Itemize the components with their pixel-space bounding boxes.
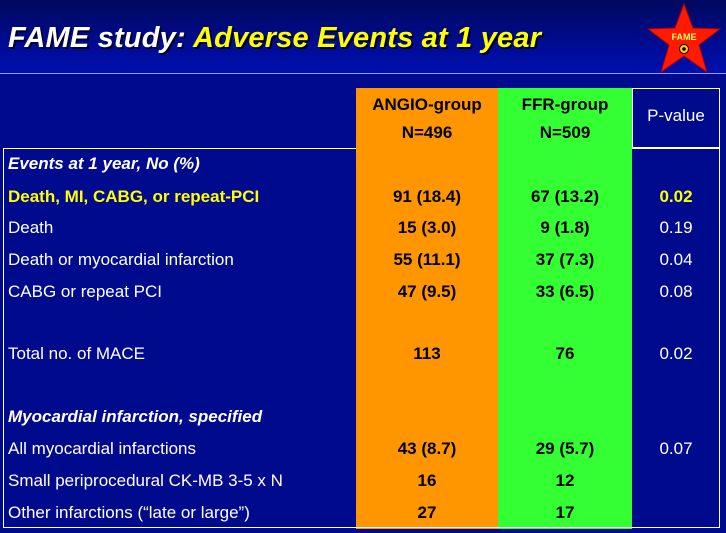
row-label: Events at 1 year, No (%): [8, 154, 200, 173]
p-value: 0.02: [659, 187, 693, 206]
row-label: CABG or repeat PCI: [8, 282, 163, 301]
ffr-header-n: N=509: [539, 123, 591, 142]
pvalue-header-box: [632, 88, 720, 148]
table-row: Death or myocardial infarction 55 (11.1)…: [0, 245, 726, 275]
row-label: Other infarctions (“late or large”): [8, 503, 250, 522]
ffr-value: 29 (5.7): [535, 439, 595, 458]
angio-value: 55 (11.1): [393, 250, 461, 269]
table-row: CABG or repeat PCI 47 (9.5) 33 (6.5) 0.0…: [0, 277, 726, 307]
row-label: Small periprocedural CK-MB 3-5 x N: [8, 471, 283, 490]
table-frame: [3, 148, 720, 528]
angio-value: 16: [417, 471, 437, 490]
ffr-value: 17: [555, 503, 575, 522]
fame-star-logo-icon: FAME: [646, 2, 722, 74]
p-value: 0.04: [659, 250, 693, 269]
table-row-section-mi: Myocardial infarction, specified: [0, 402, 726, 432]
p-value: 0.07: [659, 439, 693, 458]
title-part2: Adverse Events at 1 year: [185, 22, 542, 54]
angio-value: 27: [417, 503, 437, 522]
ffr-value: 67 (13.2): [530, 187, 600, 206]
logo-text: FAME: [671, 32, 696, 42]
ffr-column-background: [498, 88, 632, 529]
angio-header-name: ANGIO-group: [372, 95, 482, 114]
angio-value: 91 (18.4): [392, 187, 462, 206]
row-label: Death or myocardial infarction: [8, 250, 234, 269]
angio-value: 47 (9.5): [397, 282, 457, 301]
row-label: Death: [8, 218, 54, 237]
ffr-value: 33 (6.5): [535, 282, 595, 301]
title-divider: [0, 73, 726, 74]
ffr-value: 9 (1.8): [540, 218, 590, 237]
angio-value: 113: [413, 344, 441, 363]
table-row-total-mace: Total no. of MACE 113 76 0.02: [0, 339, 726, 369]
ffr-value: 76: [555, 344, 575, 363]
angio-value: 43 (8.7): [397, 439, 457, 458]
p-value: 0.08: [659, 282, 693, 301]
table-top-rule-left: [3, 148, 356, 149]
title-band: [0, 0, 726, 74]
ffr-value: 37 (7.3): [535, 250, 595, 269]
table-row: Death 15 (3.0) 9 (1.8) 0.19: [0, 213, 726, 243]
ffr-header-name: FFR-group: [521, 95, 609, 114]
pvalue-header: P-value: [647, 106, 705, 125]
row-label: Myocardial infarction, specified: [8, 407, 263, 426]
logo-star-shape: [646, 2, 722, 74]
table-row: Other infarctions (“late or large”) 27 1…: [0, 498, 726, 528]
title-colon: :: [175, 22, 186, 54]
table-row: Small periprocedural CK-MB 3-5 x N 16 12: [0, 466, 726, 496]
table-row: Death, MI, CABG, or repeat-PCI 91 (18.4)…: [0, 182, 726, 212]
table-top-rule-right: [632, 148, 720, 149]
row-label: Total no. of MACE: [8, 344, 146, 363]
table-row-section-events: Events at 1 year, No (%): [0, 149, 726, 179]
angio-column-background: [356, 88, 498, 529]
ffr-value: 12: [555, 471, 575, 490]
angio-header-n: N=496: [401, 123, 453, 142]
logo-emblem-dot: [682, 47, 686, 51]
slide-title: FAME study: Adverse Events at 1 year: [8, 22, 541, 55]
ffr-group-header: FFR-group N=509: [498, 91, 632, 147]
angio-value: 15 (3.0): [397, 218, 457, 237]
p-value: 0.19: [659, 218, 693, 237]
p-value: 0.02: [659, 344, 693, 363]
row-label: All myocardial infarctions: [8, 439, 197, 458]
title-part1: FAME study: [8, 22, 176, 54]
table-row: All myocardial infarctions 43 (8.7) 29 (…: [0, 434, 726, 464]
row-label: Death, MI, CABG, or repeat-PCI: [8, 187, 260, 206]
angio-group-header: ANGIO-group N=496: [356, 91, 498, 147]
